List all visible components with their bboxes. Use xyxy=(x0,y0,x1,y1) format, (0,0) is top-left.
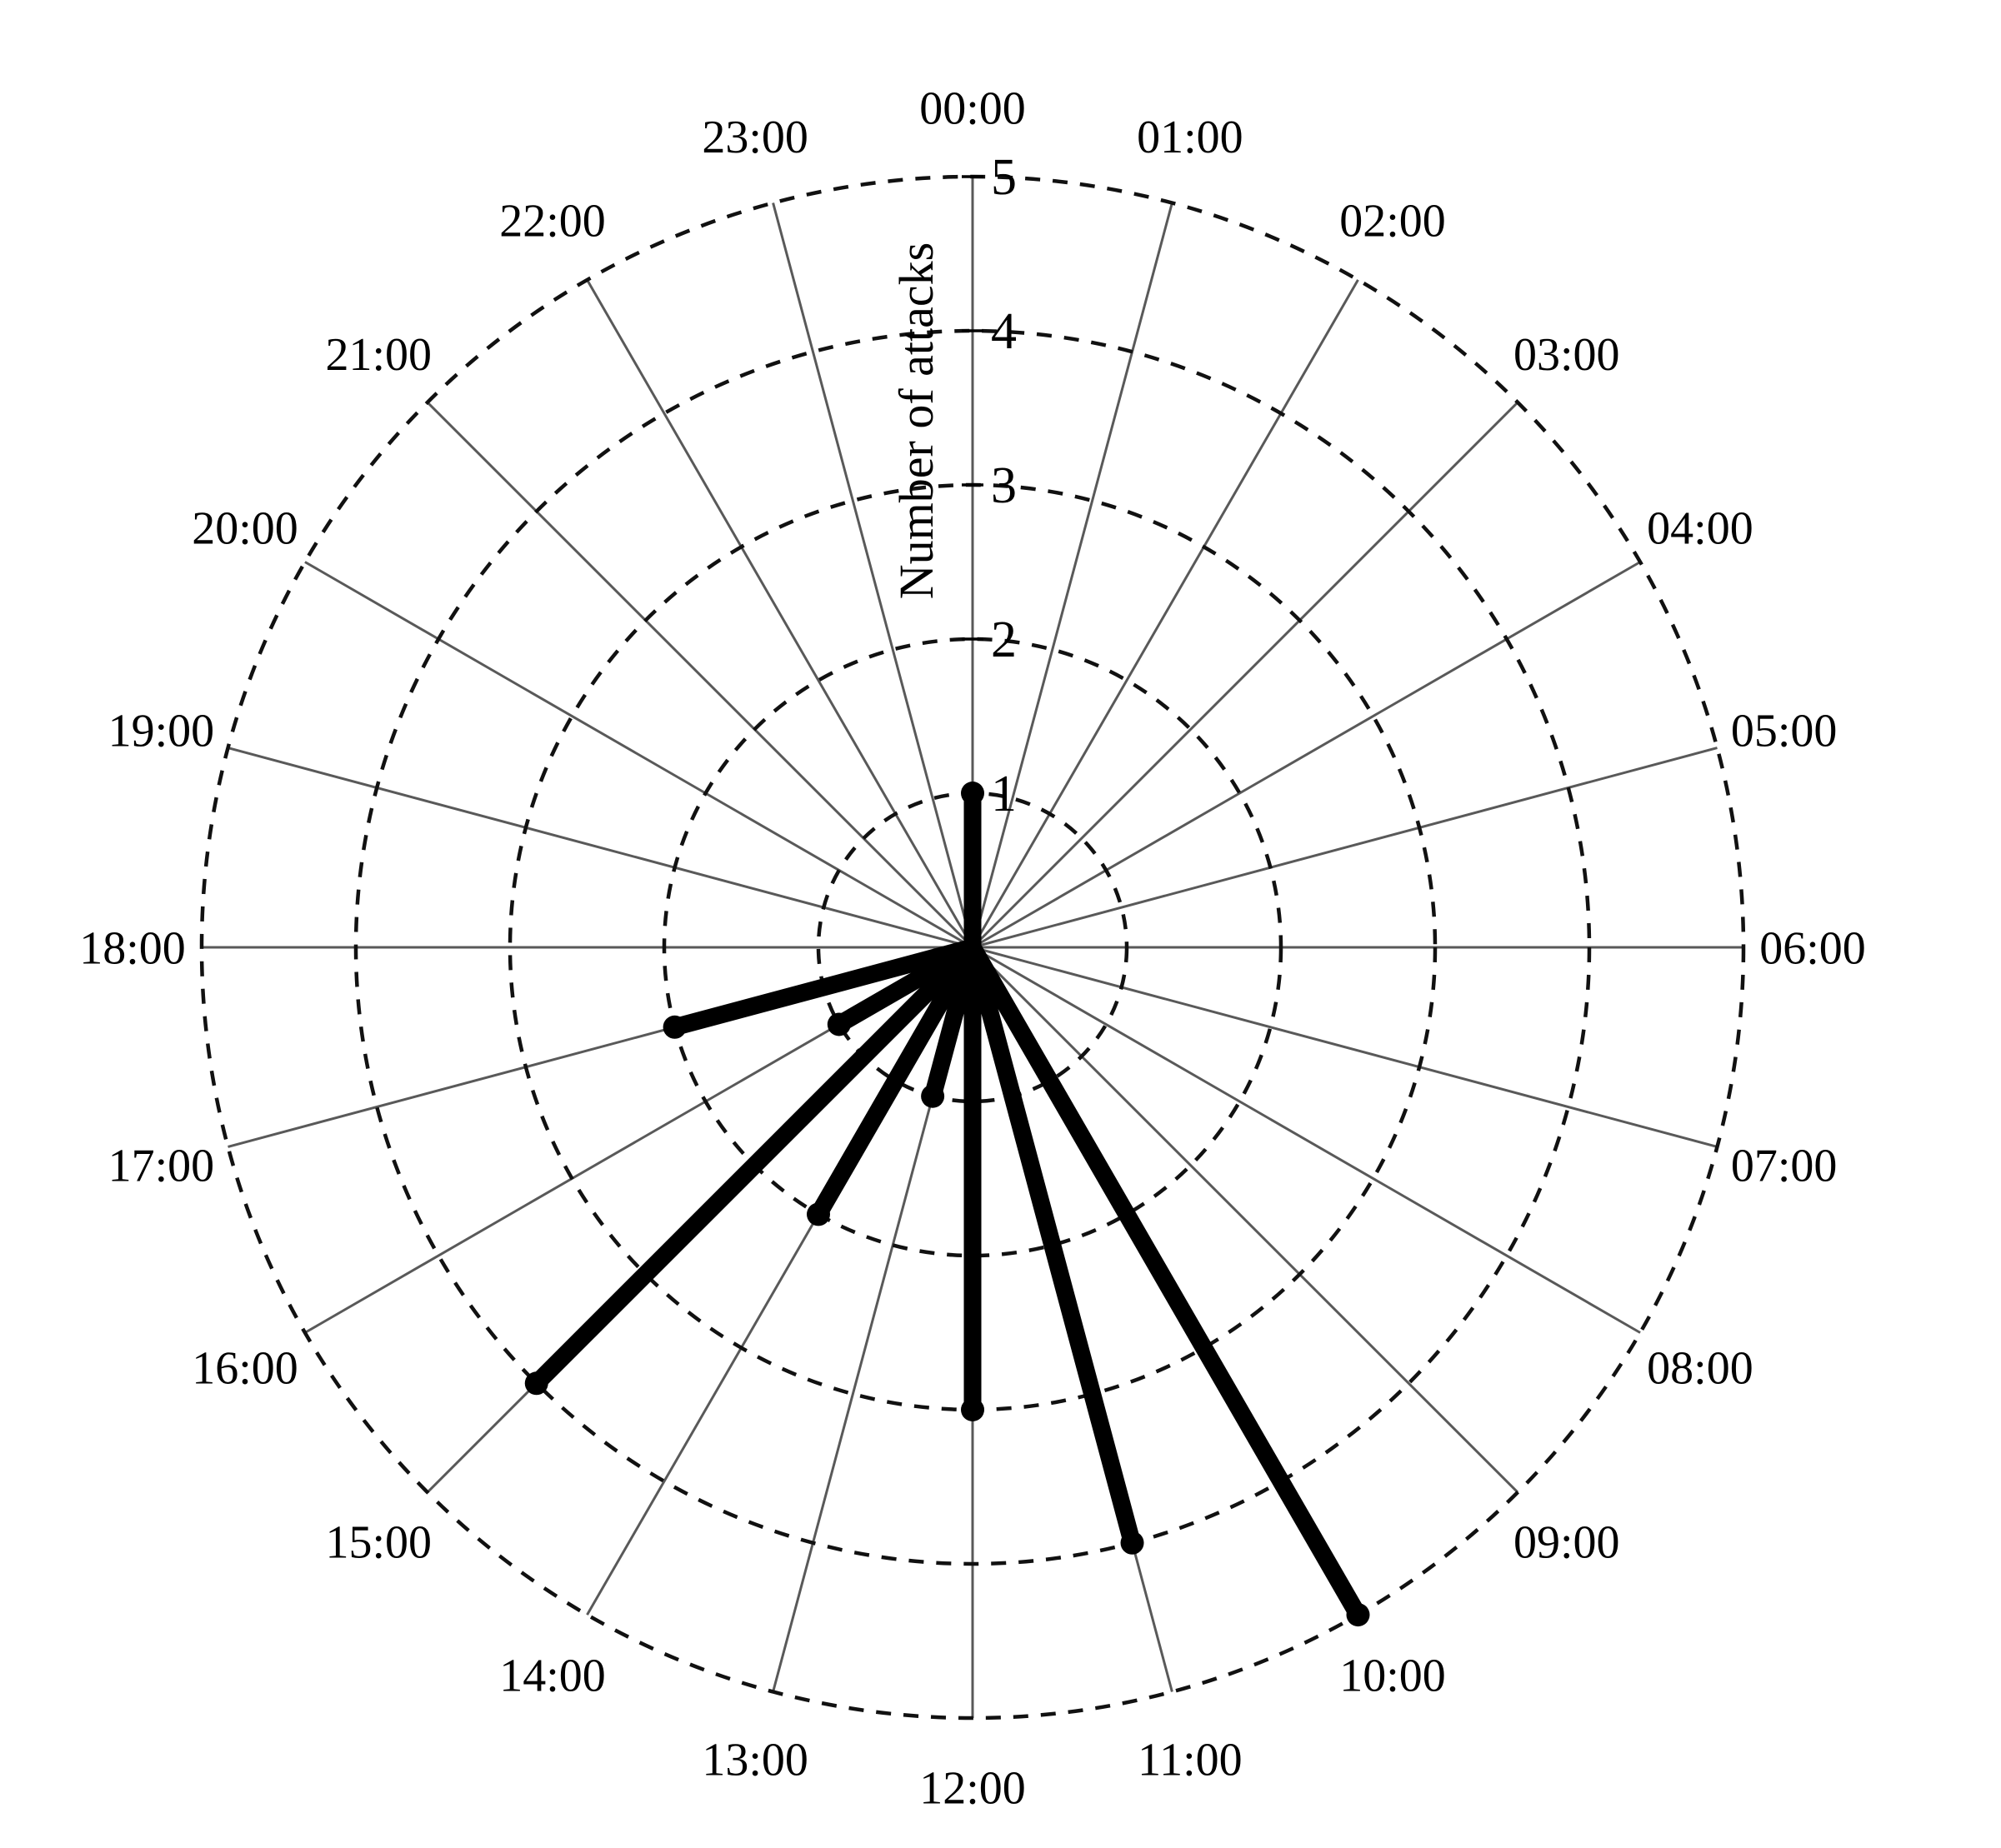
r-tick-label-2: 2 xyxy=(991,612,1017,668)
hour-label-03:00: 03:00 xyxy=(1513,329,1620,381)
hour-label-15:00: 15:00 xyxy=(325,1516,432,1568)
data-stem-10:00 xyxy=(964,942,1366,1620)
hour-spoke-19:00 xyxy=(228,747,973,949)
hour-label-10:00: 10:00 xyxy=(1339,1651,1446,1702)
data-marker-15:00 xyxy=(524,1371,548,1396)
data-stem-14:00 xyxy=(810,942,981,1219)
grid-circle-2 xyxy=(662,637,1283,1258)
hour-label-13:00: 13:00 xyxy=(702,1734,808,1786)
hour-label-00:00: 00:00 xyxy=(919,83,1026,135)
hour-label-09:00: 09:00 xyxy=(1513,1516,1620,1568)
hour-spoke-20:00 xyxy=(304,561,973,949)
r-tick-label-5: 5 xyxy=(991,149,1017,206)
hour-label-16:00: 16:00 xyxy=(192,1343,298,1395)
hour-label-01:00: 01:00 xyxy=(1137,112,1243,163)
hour-spoke-01:00 xyxy=(971,202,1173,948)
data-marker-14:00 xyxy=(807,1202,830,1226)
data-marker-10:00 xyxy=(1346,1603,1370,1627)
hour-spoke-03:00 xyxy=(971,401,1519,949)
hour-label-22:00: 22:00 xyxy=(499,196,606,247)
hour-label-19:00: 19:00 xyxy=(108,706,215,757)
hour-label-07:00: 07:00 xyxy=(1731,1140,1838,1191)
data-marker-16:00 xyxy=(827,1012,851,1036)
hour-label-04:00: 04:00 xyxy=(1647,503,1753,555)
data-marker-00:00 xyxy=(961,782,984,805)
hour-label-17:00: 17:00 xyxy=(108,1140,215,1191)
data-marker-11:00 xyxy=(1120,1531,1144,1555)
hour-spoke-04:00 xyxy=(972,561,1641,949)
hour-spoke-21:00 xyxy=(426,401,974,949)
hour-label-11:00: 11:00 xyxy=(1138,1734,1242,1786)
data-marker-13:00 xyxy=(921,1084,945,1108)
hour-spoke-09:00 xyxy=(971,946,1519,1494)
hour-label-08:00: 08:00 xyxy=(1647,1343,1753,1395)
hour-label-06:00: 06:00 xyxy=(1759,923,1866,975)
hour-spoke-02:00 xyxy=(971,279,1359,948)
hour-spoke-07:00 xyxy=(972,946,1718,1148)
data-marker-17:00 xyxy=(663,1015,687,1039)
hour-spoke-22:00 xyxy=(586,279,974,948)
data-stem-11:00 xyxy=(963,945,1141,1546)
r-tick-label-4: 4 xyxy=(991,303,1017,360)
hour-label-20:00: 20:00 xyxy=(192,503,298,555)
data-marker-12:00 xyxy=(961,1398,984,1421)
hour-spoke-05:00 xyxy=(972,747,1718,949)
hour-label-12:00: 12:00 xyxy=(919,1763,1026,1815)
hour-label-02:00: 02:00 xyxy=(1339,196,1446,247)
r-tick-label-3: 3 xyxy=(991,457,1017,514)
hour-label-05:00: 05:00 xyxy=(1731,706,1838,757)
hour-label-14:00: 14:00 xyxy=(499,1651,606,1702)
data-stem-17:00 xyxy=(672,938,975,1036)
hour-spoke-23:00 xyxy=(772,202,974,948)
hour-label-21:00: 21:00 xyxy=(325,329,432,381)
grid-circle-4 xyxy=(353,328,1592,1566)
r-tick-label-1: 1 xyxy=(991,766,1017,822)
radial-axis-title: Number of attacks xyxy=(889,242,943,599)
hour-label-23:00: 23:00 xyxy=(702,112,808,163)
hour-label-18:00: 18:00 xyxy=(79,923,186,975)
hour-spoke-08:00 xyxy=(972,946,1641,1334)
data-stem-15:00 xyxy=(530,941,979,1390)
